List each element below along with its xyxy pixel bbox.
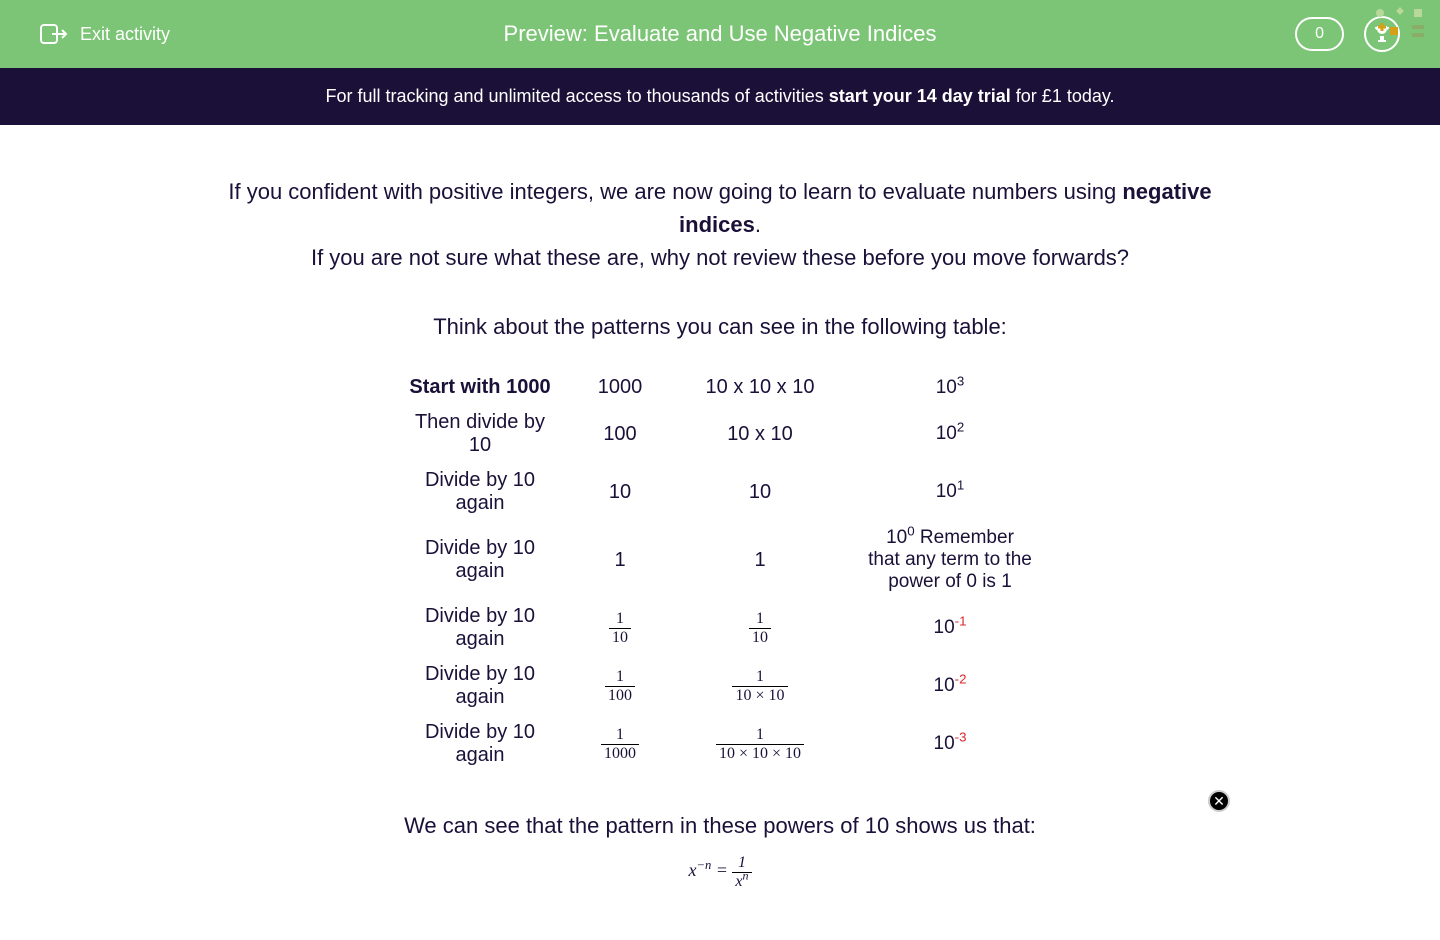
table-row: Divide by 10 again1010101 bbox=[390, 463, 1050, 521]
row-value: 110 bbox=[570, 599, 670, 657]
table-row: Divide by 10 again1100110 × 1010-2 bbox=[390, 657, 1050, 715]
banner-pre: For full tracking and unlimited access t… bbox=[325, 86, 828, 106]
exit-button[interactable]: Exit activity bbox=[40, 22, 170, 46]
row-label: Then divide by 10 bbox=[390, 405, 570, 463]
row-expanded: 10 x 10 x 10 bbox=[670, 370, 850, 405]
row-power: 10-3 bbox=[850, 715, 1050, 773]
table-row: Then divide by 1010010 x 10102 bbox=[390, 405, 1050, 463]
row-label: Divide by 10 again bbox=[390, 715, 570, 773]
exit-icon bbox=[40, 22, 68, 46]
row-value: 11000 bbox=[570, 715, 670, 773]
row-power: 103 bbox=[850, 370, 1050, 405]
row-label: Divide by 10 again bbox=[390, 463, 570, 521]
intro-line1-pre: If you confident with positive integers,… bbox=[228, 179, 1122, 204]
table-row: Divide by 10 again11000110 × 10 × 1010-3 bbox=[390, 715, 1050, 773]
row-value: 1100 bbox=[570, 657, 670, 715]
header: Exit activity Preview: Evaluate and Use … bbox=[0, 0, 1440, 68]
row-power: 100 Remember that any term to the power … bbox=[850, 521, 1050, 599]
row-expanded: 110 × 10 × 10 bbox=[670, 715, 850, 773]
intro-text: If you confident with positive integers,… bbox=[190, 175, 1250, 274]
subhead: Think about the patterns you can see in … bbox=[190, 314, 1250, 340]
formula: x−n = 1xn bbox=[190, 854, 1250, 890]
row-expanded: 1 bbox=[670, 521, 850, 599]
row-value: 1000 bbox=[570, 370, 670, 405]
score-badge: 0 bbox=[1295, 17, 1344, 51]
intro-line2: If you are not sure what these are, why … bbox=[311, 245, 1129, 270]
row-expanded: 10 x 10 bbox=[670, 405, 850, 463]
trial-banner[interactable]: For full tracking and unlimited access t… bbox=[0, 68, 1440, 125]
row-value: 100 bbox=[570, 405, 670, 463]
row-power: 102 bbox=[850, 405, 1050, 463]
row-expanded: 10 bbox=[670, 463, 850, 521]
conclusion: We can see that the pattern in these pow… bbox=[190, 813, 1250, 839]
row-power: 101 bbox=[850, 463, 1050, 521]
close-button[interactable]: ✕ bbox=[1208, 790, 1230, 812]
row-expanded: 110 bbox=[670, 599, 850, 657]
intro-line1-post: . bbox=[755, 212, 761, 237]
banner-bold: start your 14 day trial bbox=[829, 86, 1011, 106]
table-row: Start with 1000100010 x 10 x 10103 bbox=[390, 370, 1050, 405]
exit-label: Exit activity bbox=[80, 24, 170, 45]
content: If you confident with positive integers,… bbox=[170, 125, 1270, 940]
row-power: 10-2 bbox=[850, 657, 1050, 715]
row-expanded: 110 × 10 bbox=[670, 657, 850, 715]
row-value: 1 bbox=[570, 521, 670, 599]
banner-post: for £1 today. bbox=[1011, 86, 1115, 106]
logo-icon bbox=[1370, 5, 1430, 55]
row-value: 10 bbox=[570, 463, 670, 521]
row-power: 10-1 bbox=[850, 599, 1050, 657]
table-row: Divide by 10 again11011010-1 bbox=[390, 599, 1050, 657]
row-label: Start with 1000 bbox=[390, 370, 570, 405]
row-label: Divide by 10 again bbox=[390, 599, 570, 657]
page-title: Preview: Evaluate and Use Negative Indic… bbox=[504, 21, 937, 47]
row-label: Divide by 10 again bbox=[390, 521, 570, 599]
close-icon: ✕ bbox=[1213, 793, 1225, 810]
pattern-table: Start with 1000100010 x 10 x 10103Then d… bbox=[390, 370, 1050, 773]
table-row: Divide by 10 again11100 Remember that an… bbox=[390, 521, 1050, 599]
row-label: Divide by 10 again bbox=[390, 657, 570, 715]
